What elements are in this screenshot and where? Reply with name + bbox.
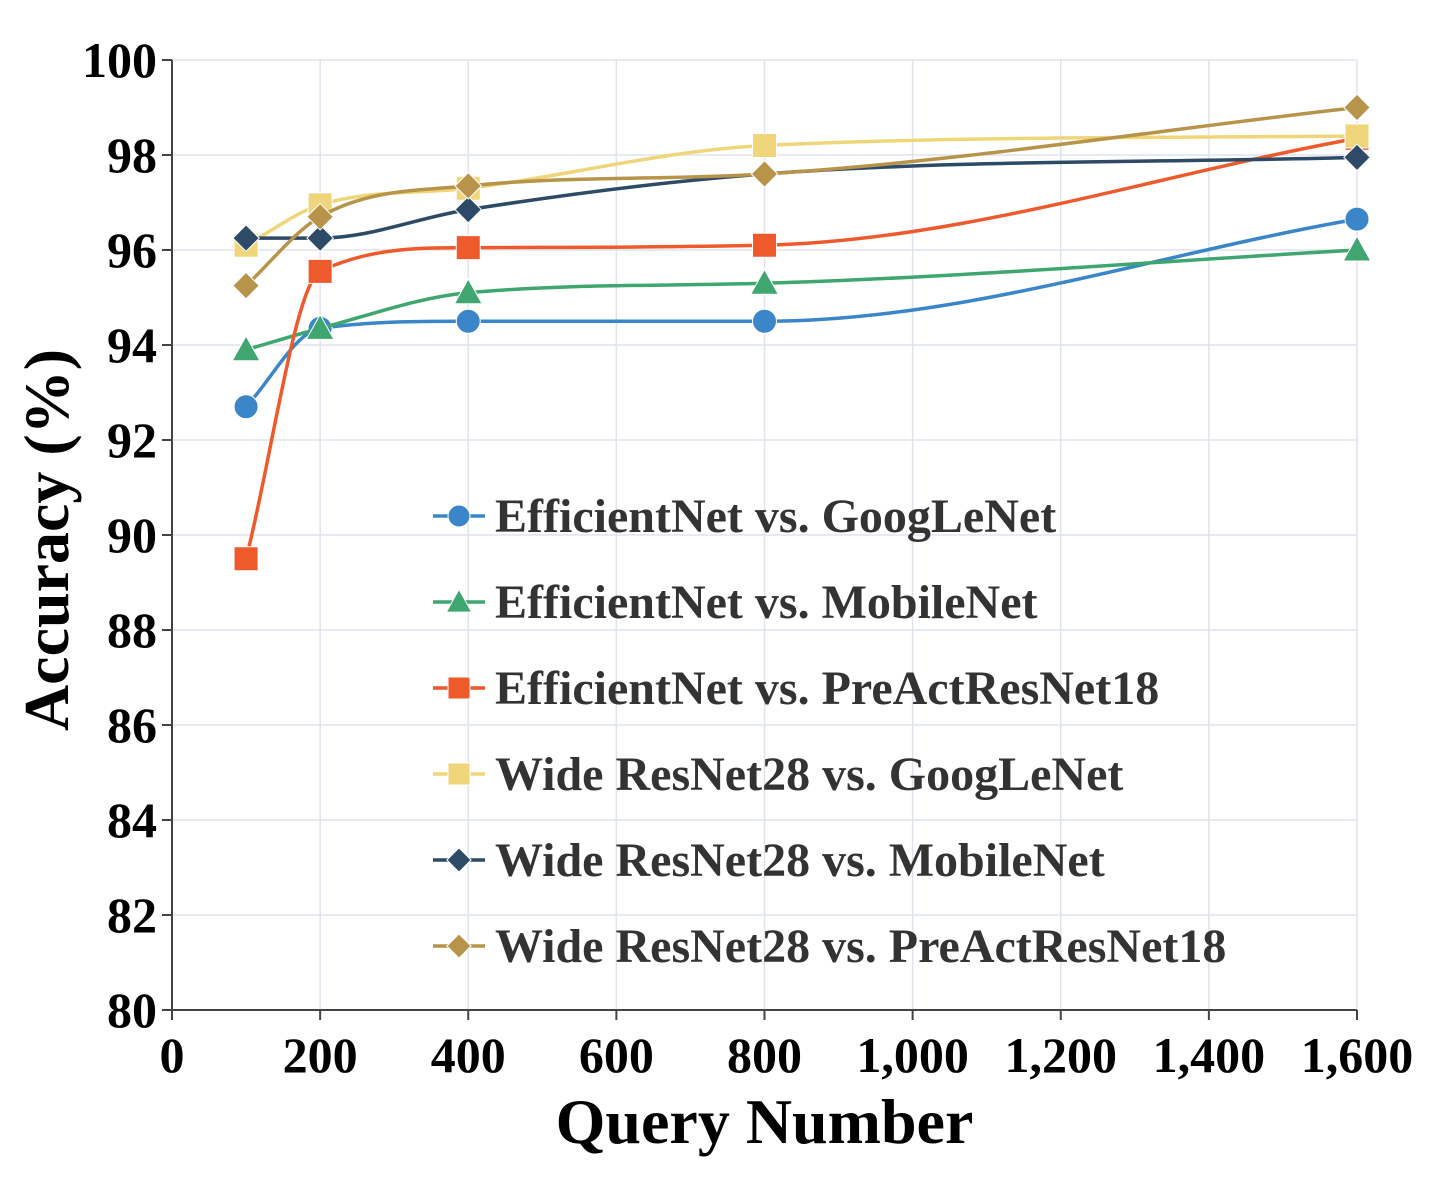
y-tick-label: 84 <box>107 792 157 848</box>
data-point <box>749 268 780 295</box>
y-tick-label: 92 <box>107 412 157 468</box>
legend-item: Wide ResNet28 vs. MobileNet <box>433 834 1105 887</box>
y-axis-title: Accuracy (%) <box>11 349 82 731</box>
data-point <box>455 308 481 334</box>
series <box>231 93 1372 572</box>
data-point <box>750 160 779 188</box>
y-tick-label: 80 <box>107 982 157 1038</box>
x-tick-label: 400 <box>431 1027 506 1083</box>
y-tick-label: 82 <box>107 887 157 943</box>
data-point <box>752 133 777 158</box>
legend-marker <box>447 676 471 700</box>
series-5 <box>232 143 1371 253</box>
series-line <box>246 155 1358 240</box>
series-2 <box>231 235 1372 362</box>
legend-item: EfficientNet vs. PreActResNet18 <box>433 662 1159 715</box>
x-tick-label: 600 <box>579 1027 654 1083</box>
legend-label: Wide ResNet28 vs. GoogLeNet <box>495 748 1123 801</box>
data-point <box>1343 93 1371 122</box>
data-point <box>752 308 777 334</box>
data-point <box>233 394 259 420</box>
y-tick-label: 88 <box>107 602 157 658</box>
data-point <box>307 258 333 284</box>
data-point <box>454 195 483 224</box>
legend-item: Wide ResNet28 vs. PreActResNet18 <box>433 920 1226 973</box>
series-1 <box>233 206 1370 420</box>
series-line <box>244 217 1358 408</box>
data-point <box>1342 235 1372 262</box>
data-point <box>752 232 777 258</box>
data-point <box>306 202 335 231</box>
data-point <box>454 171 483 200</box>
data-point <box>232 224 260 253</box>
data-point <box>233 546 259 572</box>
data-point <box>1343 143 1371 172</box>
legend-label: EfficientNet vs. PreActResNet18 <box>495 662 1159 715</box>
x-tick-label: 1,000 <box>856 1027 969 1083</box>
y-tick-label: 100 <box>82 32 157 88</box>
data-point <box>455 235 481 261</box>
x-tick-label: 0 <box>160 1027 185 1083</box>
legend-label: Wide ResNet28 vs. PreActResNet18 <box>495 920 1226 973</box>
x-tick-label: 800 <box>727 1027 802 1083</box>
legend-item: EfficientNet vs. MobileNet <box>433 576 1038 629</box>
data-point <box>1344 206 1370 232</box>
data-point <box>306 224 335 253</box>
x-tick-label: 1,400 <box>1153 1027 1266 1083</box>
legend-label: EfficientNet vs. MobileNet <box>495 576 1038 629</box>
legend-item: EfficientNet vs. GoogLeNet <box>433 490 1056 543</box>
x-axis-title: Query Number <box>556 1086 974 1157</box>
legend-marker <box>447 762 471 786</box>
y-tick-label: 96 <box>107 222 157 278</box>
legend-marker <box>446 847 472 873</box>
y-tick-label: 98 <box>107 127 157 183</box>
y-tick-label: 94 <box>107 317 157 373</box>
data-point <box>305 313 335 340</box>
data-point <box>453 277 483 305</box>
legend-marker <box>447 504 471 528</box>
y-tick-label: 86 <box>107 697 157 753</box>
legend-marker <box>445 588 473 613</box>
y-tick-label: 90 <box>107 507 157 563</box>
x-tick-label: 200 <box>283 1027 358 1083</box>
data-point <box>232 271 260 300</box>
series-line <box>244 136 1358 560</box>
x-tick-label: 1,600 <box>1301 1027 1414 1083</box>
series-line <box>245 248 1358 352</box>
legend-item: Wide ResNet28 vs. GoogLeNet <box>433 748 1123 801</box>
legend-label: EfficientNet vs. GoogLeNet <box>495 490 1056 543</box>
x-tick-label: 1,200 <box>1005 1027 1118 1083</box>
legend: EfficientNet vs. GoogLeNet EfficientNet v… <box>433 490 1226 973</box>
series-6 <box>232 93 1371 300</box>
axes: 0 200 400 600 800 1,000 1,200 1,400 1,600 80 82 84 8… <box>82 32 1413 1083</box>
data-point <box>231 334 261 362</box>
legend-marker <box>446 933 472 959</box>
legend-label: Wide ResNet28 vs. MobileNet <box>495 834 1105 887</box>
